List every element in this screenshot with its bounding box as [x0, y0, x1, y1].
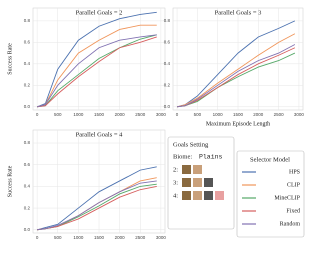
x-tick-label: 2500 — [274, 112, 285, 117]
y-tick-label: 0.6 — [164, 40, 171, 45]
chart-title: Parallel Goals = 2 — [76, 9, 123, 16]
x-tick-label: 2000 — [115, 112, 126, 117]
y-tick-label: 0.0 — [24, 227, 31, 232]
y-tick-label: 0.6 — [24, 162, 31, 167]
x-tick-label: 2500 — [135, 112, 146, 117]
x-tick-label: 500 — [54, 112, 62, 117]
series-line — [177, 44, 296, 108]
x-tick-label: 1500 — [94, 235, 105, 240]
y-tick-label: 0.0 — [164, 104, 171, 109]
x-tick-label: 3000 — [156, 235, 167, 240]
legend-label: MineCLIP — [274, 195, 300, 201]
y-tick-label: 0.8 — [164, 18, 171, 23]
legend-label: Random — [280, 221, 301, 227]
y-axis-label: Success Rate — [7, 165, 13, 197]
x-axis-label: Maximum Episode Length — [206, 121, 270, 127]
x-tick-label: 500 — [194, 112, 202, 117]
legend-title: Selector Model — [250, 156, 290, 163]
series-line — [37, 180, 157, 231]
chart-title: Parallel Goals = 3 — [215, 9, 262, 16]
goal-icons — [182, 165, 224, 200]
y-tick-label: 0.2 — [24, 82, 31, 87]
legend-label: CLIP — [287, 182, 301, 188]
y-tick-label: 0.0 — [24, 104, 31, 109]
y-axis-label: Success Rate — [7, 43, 13, 75]
figure: Goals Setting Biome: Plains 2: 3: 4: Sel… — [7, 7, 305, 240]
x-tick-label: 1500 — [233, 112, 244, 117]
x-tick-label: 3000 — [294, 112, 305, 117]
legend-label: Fixed — [286, 208, 300, 214]
x-tick-label: 1000 — [73, 235, 84, 240]
biome-label: Biome: — [173, 153, 192, 160]
y-tick-label: 0.2 — [164, 82, 171, 87]
series-line — [37, 24, 157, 108]
goal-row: 4: — [173, 192, 178, 199]
x-tick-label: 1000 — [213, 112, 224, 117]
x-tick-label: 1500 — [94, 112, 105, 117]
goals-title: Goals Setting — [173, 141, 209, 148]
y-tick-label: 0.2 — [24, 205, 31, 210]
series-line — [36, 11, 157, 108]
x-tick-label: 2500 — [135, 235, 146, 240]
goal-row: 3: — [173, 179, 178, 186]
y-tick-label: 0.4 — [164, 61, 171, 66]
x-tick-label: 0 — [36, 235, 39, 240]
series-line — [37, 36, 157, 108]
y-tick-label: 0.6 — [24, 40, 31, 45]
biome-name: Plains — [199, 154, 223, 161]
y-tick-label: 0.8 — [24, 18, 31, 23]
x-tick-label: 0 — [176, 112, 179, 117]
series-line — [37, 166, 157, 231]
x-tick-label: 0 — [36, 112, 39, 117]
x-tick-label: 2000 — [253, 112, 264, 117]
x-tick-label: 500 — [54, 235, 62, 240]
chart-title: Parallel Goals = 4 — [76, 131, 124, 138]
legend-label: HPS — [289, 169, 300, 175]
y-tick-label: 0.4 — [24, 184, 31, 189]
y-tick-label: 0.8 — [24, 140, 31, 145]
x-tick-label: 3000 — [156, 112, 167, 117]
x-tick-label: 2000 — [115, 235, 126, 240]
series-line — [176, 33, 296, 108]
series-line — [37, 34, 157, 108]
x-tick-label: 1000 — [73, 112, 84, 117]
goal-row: 2: — [173, 166, 178, 173]
y-tick-label: 0.4 — [24, 61, 31, 66]
